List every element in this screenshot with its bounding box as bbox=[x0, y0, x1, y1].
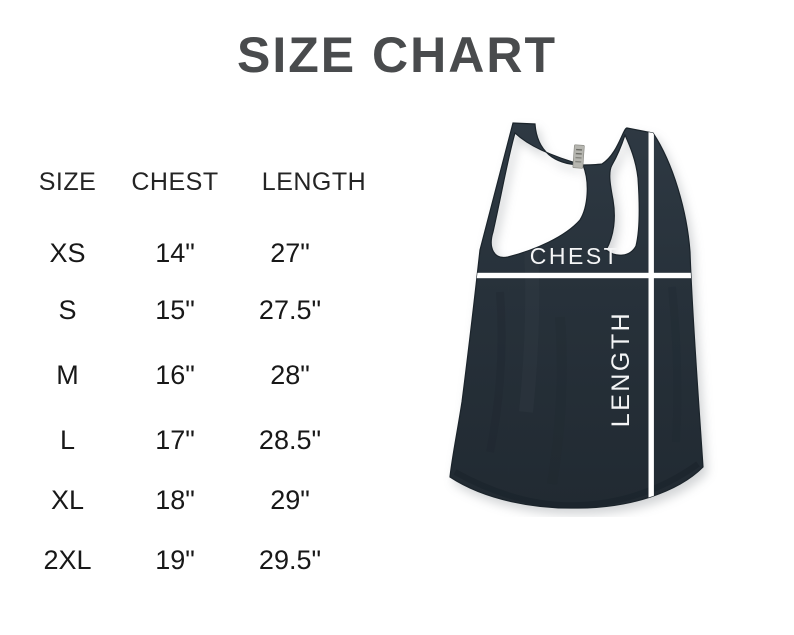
chest-cell: 18" bbox=[155, 484, 195, 515]
chest-cell: 14" bbox=[155, 237, 195, 268]
size-table-header: SIZE CHEST LENGTH bbox=[20, 168, 390, 196]
size-cell: S bbox=[58, 294, 77, 325]
table-row: 2XL 19" 29.5" bbox=[20, 543, 390, 577]
chest-cell: 15" bbox=[155, 294, 195, 325]
length-cell: 28.5" bbox=[258, 424, 322, 455]
page-title: SIZE CHART bbox=[237, 27, 557, 83]
length-cell: 27.5" bbox=[258, 294, 322, 325]
length-cell: 29.5" bbox=[258, 544, 322, 575]
column-header-size: SIZE bbox=[38, 167, 97, 196]
fabric-fold bbox=[486, 291, 506, 453]
fabric-fold bbox=[668, 286, 682, 443]
chest-measure-line bbox=[468, 272, 696, 279]
hem-shadow bbox=[453, 461, 700, 509]
size-cell: L bbox=[59, 424, 76, 455]
table-row: M 16" 28" bbox=[20, 358, 390, 392]
fabric-fold bbox=[547, 316, 567, 485]
chest-cell: 16" bbox=[155, 359, 195, 390]
column-header-chest: CHEST bbox=[131, 167, 219, 196]
length-cell: 29" bbox=[270, 484, 310, 515]
fabric-highlight bbox=[519, 231, 540, 413]
column-header-length: LENGTH bbox=[261, 167, 367, 196]
length-cell: 28" bbox=[270, 359, 310, 390]
size-cell: XL bbox=[50, 484, 85, 515]
size-table: SIZE CHEST LENGTH XS 14" 27" S 15" 27.5"… bbox=[20, 0, 390, 635]
table-row: XS 14" 27" bbox=[20, 236, 390, 270]
chest-cell: 17" bbox=[155, 424, 195, 455]
table-row: S 15" 27.5" bbox=[20, 293, 390, 327]
size-cell: 2XL bbox=[43, 544, 92, 575]
neck-tag bbox=[572, 144, 585, 169]
length-measure-line bbox=[648, 124, 654, 508]
length-cell: 27" bbox=[270, 237, 310, 268]
size-cell: XS bbox=[49, 237, 86, 268]
table-row: L 17" 28.5" bbox=[20, 423, 390, 457]
size-cell: M bbox=[56, 359, 79, 390]
chest-cell: 19" bbox=[155, 544, 195, 575]
length-label: LENGTH bbox=[607, 311, 635, 427]
tank-top-illustration: CHEST LENGTH bbox=[449, 122, 704, 509]
table-row: XL 18" 29" bbox=[20, 483, 390, 517]
chest-label: CHEST bbox=[530, 243, 620, 269]
